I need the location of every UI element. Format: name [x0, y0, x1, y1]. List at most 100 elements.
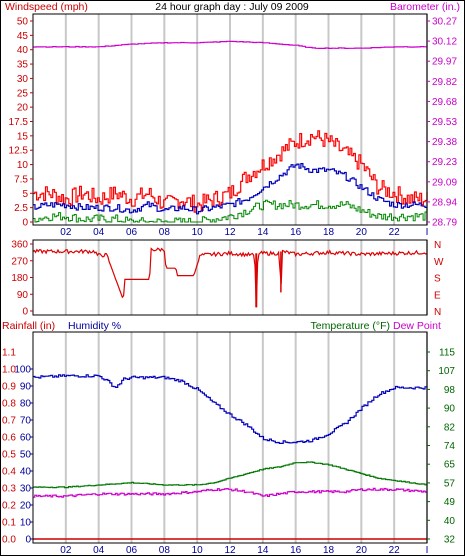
y-humidity-tick-label: 50 [20, 450, 32, 461]
y-direction-tick-label: 180 [11, 273, 28, 284]
x-tick-label: 20 [356, 227, 368, 238]
x-tick-label: I [426, 227, 429, 238]
x-tick-label: 22 [389, 227, 401, 238]
x-tick-label: 22 [389, 545, 401, 556]
humidity-header: Humidity % [68, 320, 121, 332]
compass-label: N [434, 307, 441, 318]
y-left-tick-label: 5 [22, 189, 28, 200]
y-rain-tick-label: 0.4 [2, 467, 16, 478]
y-rain-tick-label: 0.8 [2, 399, 16, 410]
y-temp-tick-label: 40 [444, 516, 456, 527]
y-right-tick-label: 30.27 [432, 17, 457, 28]
y-temp-tick-label: 57 [444, 478, 456, 489]
series-layer [32, 40, 428, 540]
y-rain-tick-label: 0.2 [2, 501, 16, 512]
x-tick-label: 18 [323, 545, 335, 556]
frames-layer [30, 13, 430, 544]
series-windspeed [33, 163, 427, 215]
y-temp-tick-label: 82 [444, 422, 456, 433]
y-right-tick-label: 29.53 [432, 117, 457, 128]
y-humidity-tick-label: 60 [20, 433, 32, 444]
y-right-tick-label: 28.79 [432, 218, 457, 229]
x-tick-label: 02 [60, 227, 72, 238]
y-left-tick-label: 45 [17, 31, 29, 42]
x-tick-label: 10 [192, 227, 204, 238]
x-tick-label: 14 [257, 227, 269, 238]
y-right-tick-label: 29.09 [432, 177, 457, 188]
y-left-tick-label: 7.5 [14, 174, 28, 185]
y-right-tick-label: 30.12 [432, 37, 457, 48]
y-left-tick-label: 12.5 [9, 146, 29, 157]
y-left-tick-label: 35 [17, 60, 29, 71]
y-rain-tick-label: 0.9 [2, 382, 16, 393]
y-temp-tick-label: 90 [444, 404, 456, 415]
compass-label: S [434, 274, 441, 285]
compass-label: W [434, 257, 444, 268]
y-rain-tick-label: 0.6 [2, 433, 16, 444]
x-tick-label: 06 [126, 227, 138, 238]
y-humidity-tick-label: 10 [20, 518, 32, 529]
header-right: Barometer (in.) [390, 1, 460, 13]
y-rain-tick-label: 1.0 [2, 365, 16, 376]
y-temp-tick-label: 98 [444, 385, 456, 396]
y-left-tick-label: 50 [17, 17, 29, 28]
y-rain-tick-label: 0.3 [2, 484, 16, 495]
x-tick-label: I [426, 545, 429, 556]
x-tick-label: 04 [93, 545, 105, 556]
y-temp-tick-label: 65 [444, 460, 456, 471]
y-humidity-tick-label: 30 [20, 484, 32, 495]
y-humidity-tick-label: 0 [25, 535, 31, 546]
x-tick-label: 12 [224, 545, 236, 556]
y-temp-tick-label: 107 [438, 366, 455, 377]
y-right-tick-label: 29.82 [432, 77, 457, 88]
x-tick-label: 08 [159, 545, 171, 556]
x-tick-label: 20 [356, 545, 368, 556]
header-center: 24 hour graph day : July 09 2009 [155, 1, 309, 13]
x-tick-label: 08 [159, 227, 171, 238]
y-left-tick-label: 15 [17, 131, 29, 142]
y-left-tick-label: 25 [17, 88, 29, 99]
y-humidity-tick-label: 90 [20, 382, 32, 393]
y-direction-tick-label: 270 [11, 256, 28, 267]
series-gust [33, 130, 428, 213]
y-humidity-tick-label: 20 [20, 501, 32, 512]
y-humidity-tick-label: 70 [20, 416, 32, 427]
y-humidity-tick-label: 80 [20, 399, 32, 410]
y-rain-tick-label: 1.1 [2, 348, 16, 359]
y-left-tick-label: 20 [17, 103, 29, 114]
series-humidity [33, 374, 428, 444]
y-rain-tick-label: 0.5 [2, 450, 16, 461]
x-tick-label: 04 [93, 227, 105, 238]
y-left-tick-label: 2.5 [14, 203, 28, 214]
y-temp-tick-label: 115 [439, 348, 455, 359]
series-wind-direction [32, 247, 428, 308]
x-tick-label: 06 [126, 545, 138, 556]
y-left-tick-label: 30 [17, 74, 29, 85]
series-wind-low [33, 199, 428, 223]
compass-label: N [434, 240, 441, 251]
series-barometer [33, 40, 428, 49]
y-rain-tick-label: 0.0 [2, 535, 16, 546]
y-right-tick-label: 29.38 [432, 137, 457, 148]
x-tick-label: 14 [257, 545, 269, 556]
panel-frame [32, 13, 428, 226]
y-direction-tick-label: 360 [11, 240, 28, 251]
labels-layer: 02 04 06 08 10 12 14 16 18 20 22 I 02 04 06 08 10 12 14 16 1… [2, 17, 457, 556]
rain-header: Rainfall (in) [2, 320, 55, 332]
compass-label: E [434, 290, 441, 301]
y-rain-tick-label: 0.7 [2, 416, 16, 427]
y-rain-tick-label: 0.1 [2, 518, 16, 529]
series-dew-point [33, 487, 428, 498]
x-tick-label: 16 [290, 545, 302, 556]
y-direction-tick-label: 90 [17, 290, 29, 301]
x-tick-label: 10 [192, 545, 204, 556]
header-left: Windspeed (mph) [5, 1, 88, 13]
y-temp-tick-label: 32 [444, 535, 456, 546]
y-temp-tick-label: 74 [444, 441, 456, 452]
y-left-tick-label: 10 [17, 160, 29, 171]
series-temperature [33, 461, 428, 489]
y-right-tick-label: 29.23 [432, 157, 457, 168]
y-left-tick-label: 40 [17, 45, 29, 56]
y-direction-tick-label: 0 [22, 307, 28, 318]
